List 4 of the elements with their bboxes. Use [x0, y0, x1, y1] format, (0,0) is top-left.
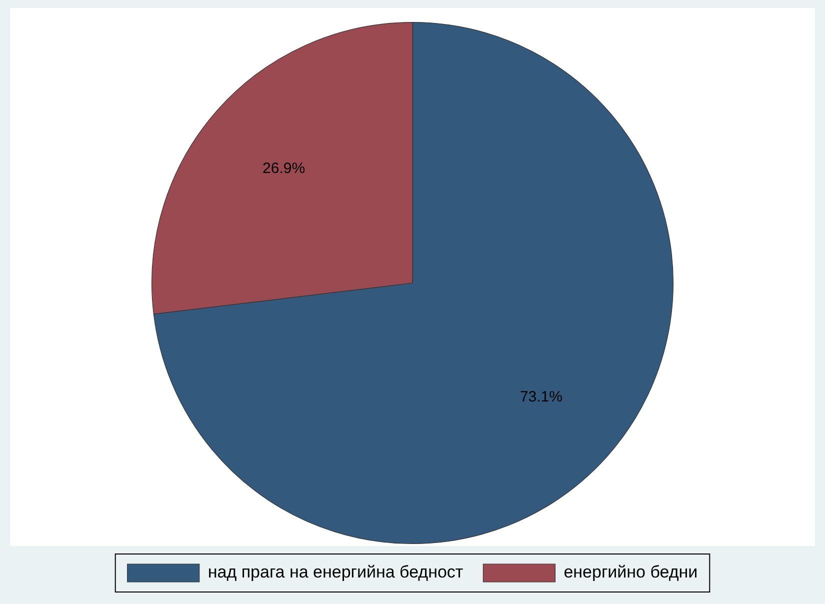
legend-label: над прага на енергийна бедност: [208, 562, 464, 582]
data-label: 26.9%: [262, 160, 306, 177]
data-label: 73.1%: [520, 388, 562, 406]
legend-label: енергийно бедни: [564, 562, 698, 582]
